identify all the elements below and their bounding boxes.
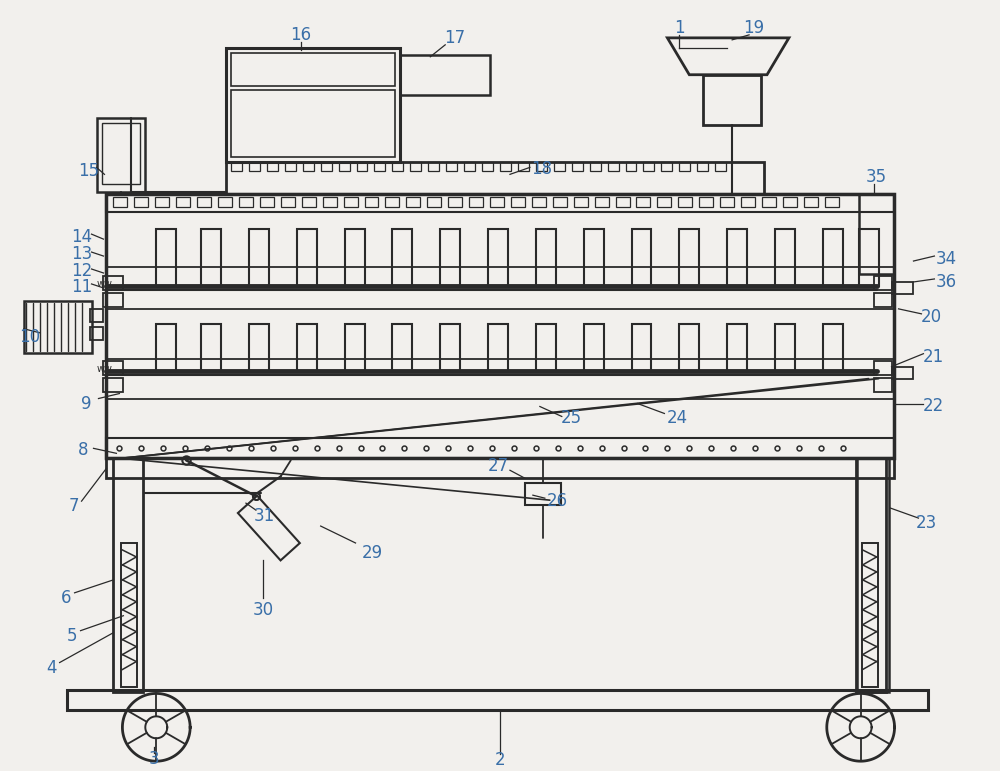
- Text: 7: 7: [68, 497, 79, 515]
- Text: 6: 6: [61, 589, 72, 607]
- Text: 19: 19: [743, 19, 765, 37]
- Text: 20: 20: [921, 308, 942, 326]
- Text: 4: 4: [46, 658, 57, 676]
- Text: 5: 5: [66, 627, 77, 645]
- Text: ww: ww: [96, 364, 112, 374]
- Text: 22: 22: [923, 398, 944, 416]
- Text: 10: 10: [19, 328, 40, 345]
- Text: 24: 24: [667, 409, 688, 427]
- Text: 11: 11: [71, 278, 92, 296]
- Text: 13: 13: [71, 245, 92, 263]
- Text: 27: 27: [487, 457, 509, 475]
- Text: 26: 26: [547, 492, 568, 510]
- Text: 30: 30: [252, 601, 273, 619]
- Text: 8: 8: [78, 441, 89, 460]
- Text: 1: 1: [674, 19, 685, 37]
- Text: 23: 23: [916, 514, 937, 532]
- Text: 12: 12: [71, 262, 92, 280]
- Text: 36: 36: [936, 273, 957, 291]
- Text: 29: 29: [362, 544, 383, 562]
- Text: ww: ww: [96, 279, 112, 289]
- Text: 25: 25: [561, 409, 582, 427]
- Text: 15: 15: [78, 163, 99, 180]
- Text: 35: 35: [866, 168, 887, 187]
- Text: 3: 3: [149, 750, 160, 768]
- Text: 34: 34: [936, 250, 957, 268]
- Text: 14: 14: [71, 228, 92, 246]
- Text: 17: 17: [445, 29, 466, 47]
- Text: 21: 21: [923, 348, 944, 365]
- Text: 2: 2: [495, 751, 505, 769]
- Text: 18: 18: [531, 160, 552, 178]
- Text: 31: 31: [253, 507, 274, 525]
- Text: 9: 9: [81, 395, 92, 412]
- Text: 16: 16: [290, 26, 311, 44]
